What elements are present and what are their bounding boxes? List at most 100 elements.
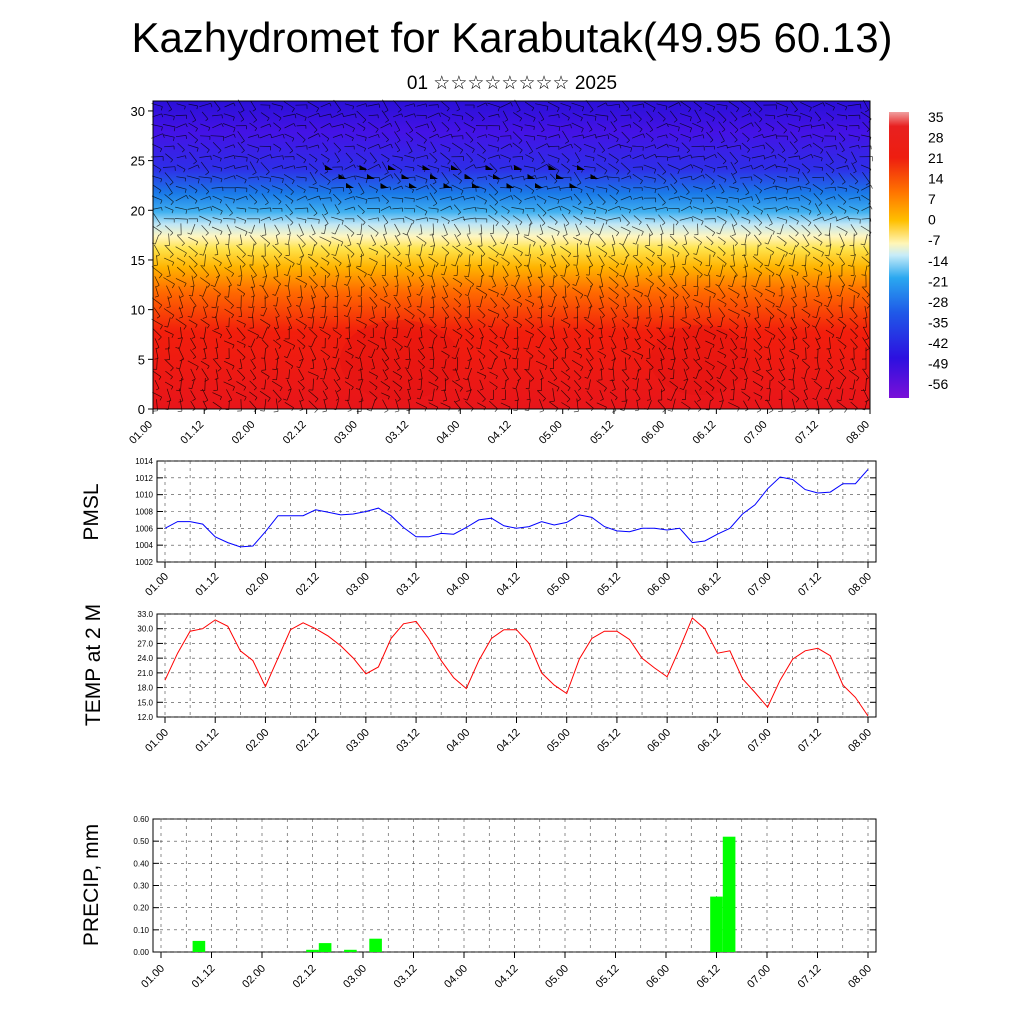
wind-barb — [343, 122, 355, 129]
wind-barb-feather — [803, 275, 808, 278]
x-tick-label: 05.00 — [545, 571, 573, 599]
wind-barb-feather — [756, 409, 761, 413]
wind-barb-feather — [377, 217, 380, 222]
wind-barb-feather — [408, 378, 413, 381]
wind-barb-feather — [276, 315, 280, 318]
wind-barb — [778, 142, 786, 151]
wind-barb — [490, 297, 497, 306]
wind-barb-feather — [638, 305, 642, 310]
wind-barb — [524, 135, 535, 138]
wind-barb — [489, 328, 498, 337]
wind-barb-feather — [185, 123, 188, 128]
wind-barb — [669, 235, 678, 244]
wind-barb — [442, 369, 449, 379]
wind-barb — [468, 264, 471, 277]
wind-barb-feather — [612, 347, 617, 350]
wind-barb — [672, 306, 675, 317]
wind-barb-feather — [599, 368, 604, 371]
wind-barb-feather — [607, 134, 610, 140]
wind-barb-feather — [624, 285, 629, 288]
wind-barb — [226, 368, 232, 380]
wind-barb — [586, 121, 593, 130]
wind-barb-feather — [759, 273, 763, 277]
wind-barb-feather — [597, 274, 601, 276]
wind-barb — [296, 166, 307, 169]
wind-barb-feather — [599, 307, 604, 310]
wind-barb-feather — [161, 126, 163, 131]
wind-barb — [307, 133, 319, 139]
wind-barb-feather — [228, 399, 233, 403]
wind-barb — [850, 338, 858, 348]
wind-barb — [276, 368, 279, 380]
colorbar — [889, 112, 909, 398]
wind-barb-feather — [795, 398, 800, 403]
wind-barb — [333, 193, 342, 203]
wind-barb — [202, 388, 209, 401]
wind-barb-feather — [257, 148, 260, 153]
wind-barb — [753, 184, 762, 191]
wind-barb-feather — [827, 357, 832, 360]
x-tick-label: 08.00 — [846, 727, 874, 755]
wind-barb-feather — [500, 293, 504, 296]
wind-barb — [453, 223, 461, 235]
wind-barb-feather — [171, 315, 175, 319]
wind-barb — [501, 215, 510, 223]
wind-barb — [768, 388, 771, 401]
wind-barb — [294, 207, 308, 210]
wind-barb-feather — [783, 386, 786, 390]
wind-barb-feather — [812, 316, 817, 319]
wind-barb — [334, 223, 340, 235]
wind-barb — [538, 276, 545, 286]
wind-barb — [249, 194, 258, 202]
wind-barb-feather — [278, 253, 283, 258]
wind-barb — [826, 307, 834, 317]
wind-barb — [815, 317, 821, 328]
wind-barb-feather — [283, 274, 288, 276]
wind-barb-feather — [506, 232, 510, 236]
wind-barb-feather — [598, 327, 603, 330]
wind-barb-feather — [557, 199, 560, 204]
wind-barb-feather — [841, 149, 845, 153]
wind-barb-feather — [350, 232, 355, 237]
wind-barb — [538, 337, 545, 349]
wind-barb-feather — [399, 169, 403, 174]
wind-barb — [384, 326, 387, 339]
colorbar-label: -49 — [928, 355, 948, 371]
wind-barb — [430, 121, 437, 131]
wind-barb — [309, 203, 318, 214]
wind-barb — [295, 277, 307, 285]
wind-barb — [392, 113, 402, 118]
wind-barb — [479, 295, 484, 308]
wind-barb-feather — [419, 265, 424, 268]
wind-barb — [501, 297, 510, 307]
wind-barb — [247, 153, 259, 160]
wind-barb — [851, 162, 857, 172]
wind-barb-feather — [184, 106, 186, 110]
wind-barb-feather — [440, 264, 445, 267]
wind-barb — [524, 369, 535, 379]
wind-barb — [692, 299, 703, 305]
wind-barb-feather — [312, 233, 316, 236]
wind-barb — [717, 256, 727, 264]
wind-barb-feather — [811, 378, 817, 381]
wind-barb-feather — [831, 334, 835, 338]
wind-barb — [299, 359, 304, 368]
wind-barb-feather — [177, 337, 182, 339]
wind-barb-feather — [639, 263, 643, 268]
wind-barb — [296, 185, 306, 191]
wind-barb-feather — [840, 245, 845, 248]
wind-barb — [839, 142, 845, 151]
wind-barb-feather — [265, 171, 270, 176]
wind-barb-feather — [304, 219, 307, 224]
wind-barb — [668, 246, 680, 254]
wind-barb-feather — [854, 336, 858, 340]
wind-barb — [837, 186, 847, 189]
wind-barb-feather — [475, 207, 477, 212]
wind-barb-feather — [487, 367, 492, 370]
y-tick-label: 1010 — [135, 491, 153, 500]
wind-barb — [381, 110, 389, 121]
wind-barb-feather — [626, 139, 630, 144]
wind-barb — [463, 206, 476, 210]
wind-barb — [215, 295, 219, 308]
wind-barb-feather — [560, 275, 565, 277]
